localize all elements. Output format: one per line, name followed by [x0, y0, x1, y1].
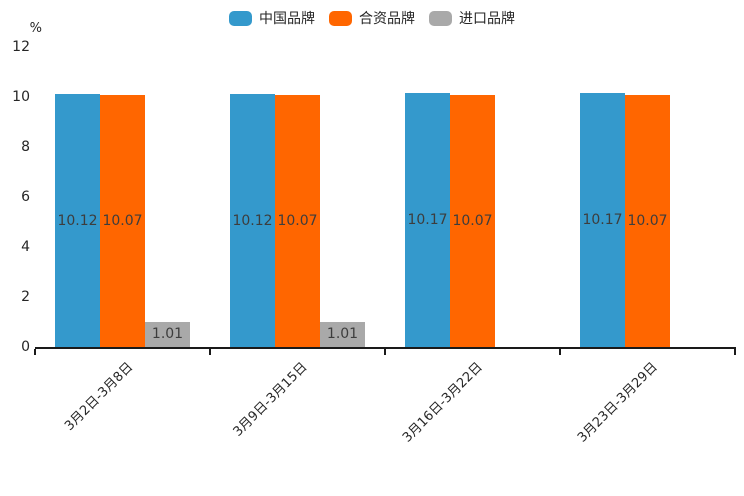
bar-value-label-series1-group0: 10.07 [102, 213, 143, 230]
bar-series2-group1[interactable] [320, 321, 365, 347]
x-category-label-week1: 3月2日-3月8日 [61, 359, 136, 434]
y-tick-12: 12 [12, 39, 30, 55]
y-tick-8: 8 [21, 139, 30, 155]
y-axis-unit-label: % [29, 21, 42, 36]
bar-series0-group0[interactable] [55, 94, 100, 347]
legend-item-joint-venture-brand[interactable]: 合资品牌 [329, 8, 415, 28]
x-axis-line [35, 347, 736, 349]
x-axis-tick [34, 349, 36, 355]
bar-series1-group3[interactable] [625, 95, 670, 347]
bar-value-label-series2-group0: 1.01 [151, 326, 184, 343]
legend-swatch-import-brand [429, 10, 452, 26]
bar-series1-group2[interactable] [450, 95, 495, 347]
legend-item-import-brand[interactable]: 进口品牌 [429, 8, 515, 28]
x-category-label-week3: 3月16日-3月22日 [400, 359, 486, 446]
legend: 中国品牌 合资品牌 进口品牌 [0, 8, 744, 28]
legend-swatch-china-brand [229, 10, 252, 26]
bar-value-label-series1-group2: 10.07 [452, 213, 493, 230]
y-tick-0: 0 [21, 339, 30, 355]
bar-value-label-series0-group3: 10.17 [582, 211, 623, 228]
bar-series1-group0[interactable] [100, 95, 145, 347]
legend-label-joint-venture-brand: 合资品牌 [359, 11, 415, 27]
x-category-label-week2: 3月9日-3月15日 [230, 359, 311, 440]
bar-value-label-series1-group3: 10.07 [627, 213, 668, 230]
x-axis-tick [209, 349, 211, 355]
bar-series0-group3[interactable] [580, 92, 625, 347]
bar-series0-group2[interactable] [405, 92, 450, 347]
x-category-label-week4: 3月23日-3月29日 [575, 359, 661, 446]
bar-value-label-series0-group0: 10.12 [57, 212, 98, 229]
y-tick-4: 4 [21, 239, 30, 255]
y-tick-10: 10 [12, 89, 30, 105]
legend-item-china-brand[interactable]: 中国品牌 [229, 8, 315, 28]
y-tick-6: 6 [21, 189, 30, 205]
legend-label-import-brand: 进口品牌 [459, 11, 515, 27]
legend-label-china-brand: 中国品牌 [259, 11, 315, 27]
bar-value-label-series2-group1: 1.01 [326, 326, 359, 343]
x-axis-tick [734, 349, 736, 355]
legend-swatch-joint-venture-brand [329, 10, 352, 26]
bar-series0-group1[interactable] [230, 94, 275, 347]
y-tick-2: 2 [21, 289, 30, 305]
bar-series2-group0[interactable] [145, 321, 190, 347]
bar-value-label-series0-group2: 10.17 [407, 211, 448, 228]
x-axis-tick [559, 349, 561, 355]
bar-series1-group1[interactable] [275, 95, 320, 347]
x-axis-tick [384, 349, 386, 355]
bar-value-label-series0-group1: 10.12 [232, 212, 273, 229]
bar-value-label-series1-group1: 10.07 [277, 213, 318, 230]
